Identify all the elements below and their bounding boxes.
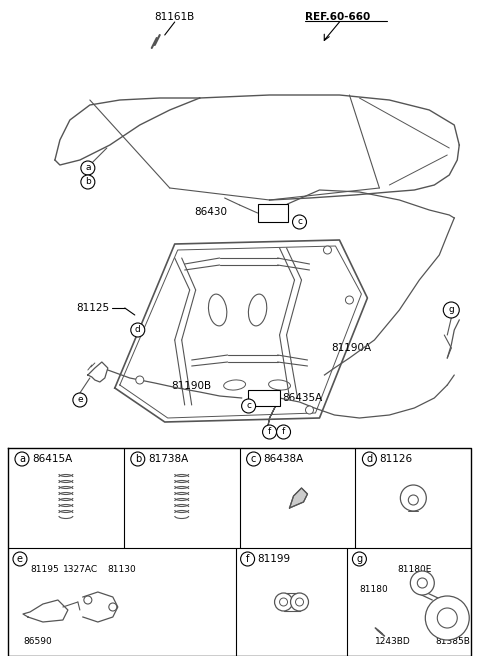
Circle shape [81, 175, 95, 189]
Circle shape [136, 376, 144, 384]
Text: c: c [246, 401, 251, 411]
Text: f: f [268, 428, 271, 436]
Text: f: f [246, 554, 249, 564]
Text: 86438A: 86438A [264, 454, 304, 464]
Text: e: e [17, 554, 23, 564]
Circle shape [346, 296, 353, 304]
Text: 81190B: 81190B [172, 381, 212, 391]
Text: 81130: 81130 [108, 565, 137, 575]
Text: c: c [251, 454, 256, 464]
Circle shape [13, 552, 27, 566]
Circle shape [417, 578, 427, 588]
Circle shape [425, 596, 469, 640]
Text: 1327AC: 1327AC [63, 565, 98, 575]
Text: 81125: 81125 [77, 303, 110, 313]
Text: b: b [85, 178, 91, 186]
Text: 81199: 81199 [258, 554, 291, 564]
Circle shape [290, 593, 309, 611]
Circle shape [279, 598, 288, 606]
Circle shape [276, 425, 290, 439]
Text: 81385B: 81385B [435, 636, 470, 646]
Circle shape [109, 603, 117, 611]
Circle shape [247, 452, 261, 466]
FancyBboxPatch shape [248, 390, 279, 406]
Polygon shape [289, 488, 308, 508]
Text: a: a [85, 163, 91, 173]
Circle shape [410, 571, 434, 595]
Text: a: a [19, 454, 25, 464]
Text: g: g [448, 306, 454, 314]
Circle shape [15, 452, 29, 466]
Circle shape [352, 552, 366, 566]
Text: f: f [282, 428, 285, 436]
Text: 81126: 81126 [379, 454, 412, 464]
Text: g: g [356, 554, 362, 564]
Circle shape [362, 452, 376, 466]
Circle shape [305, 406, 313, 414]
Circle shape [84, 596, 92, 604]
Text: b: b [135, 454, 141, 464]
Text: d: d [135, 325, 141, 335]
Text: 81190A: 81190A [332, 343, 372, 353]
Text: c: c [297, 218, 302, 226]
Circle shape [73, 393, 87, 407]
Text: 86590: 86590 [23, 636, 52, 646]
Circle shape [131, 452, 145, 466]
Circle shape [263, 425, 276, 439]
Text: 86435A: 86435A [283, 393, 323, 403]
Circle shape [81, 161, 95, 175]
Circle shape [131, 323, 145, 337]
Circle shape [324, 246, 332, 254]
Circle shape [275, 593, 292, 611]
Circle shape [240, 552, 254, 566]
Circle shape [296, 598, 303, 606]
Text: 81161B: 81161B [155, 12, 195, 22]
Text: d: d [366, 454, 372, 464]
Text: 81738A: 81738A [148, 454, 188, 464]
Text: 81195: 81195 [30, 565, 59, 575]
Text: 86430: 86430 [194, 207, 228, 217]
Circle shape [241, 399, 255, 413]
Circle shape [437, 608, 457, 628]
Text: e: e [77, 396, 83, 405]
Text: 81180E: 81180E [397, 565, 432, 575]
Circle shape [444, 302, 459, 318]
Text: 81180: 81180 [360, 586, 388, 594]
Text: REF.60-660: REF.60-660 [304, 12, 370, 22]
Text: 1243BD: 1243BD [375, 636, 411, 646]
FancyBboxPatch shape [258, 204, 288, 222]
Text: 86415A: 86415A [32, 454, 72, 464]
Circle shape [292, 215, 307, 229]
